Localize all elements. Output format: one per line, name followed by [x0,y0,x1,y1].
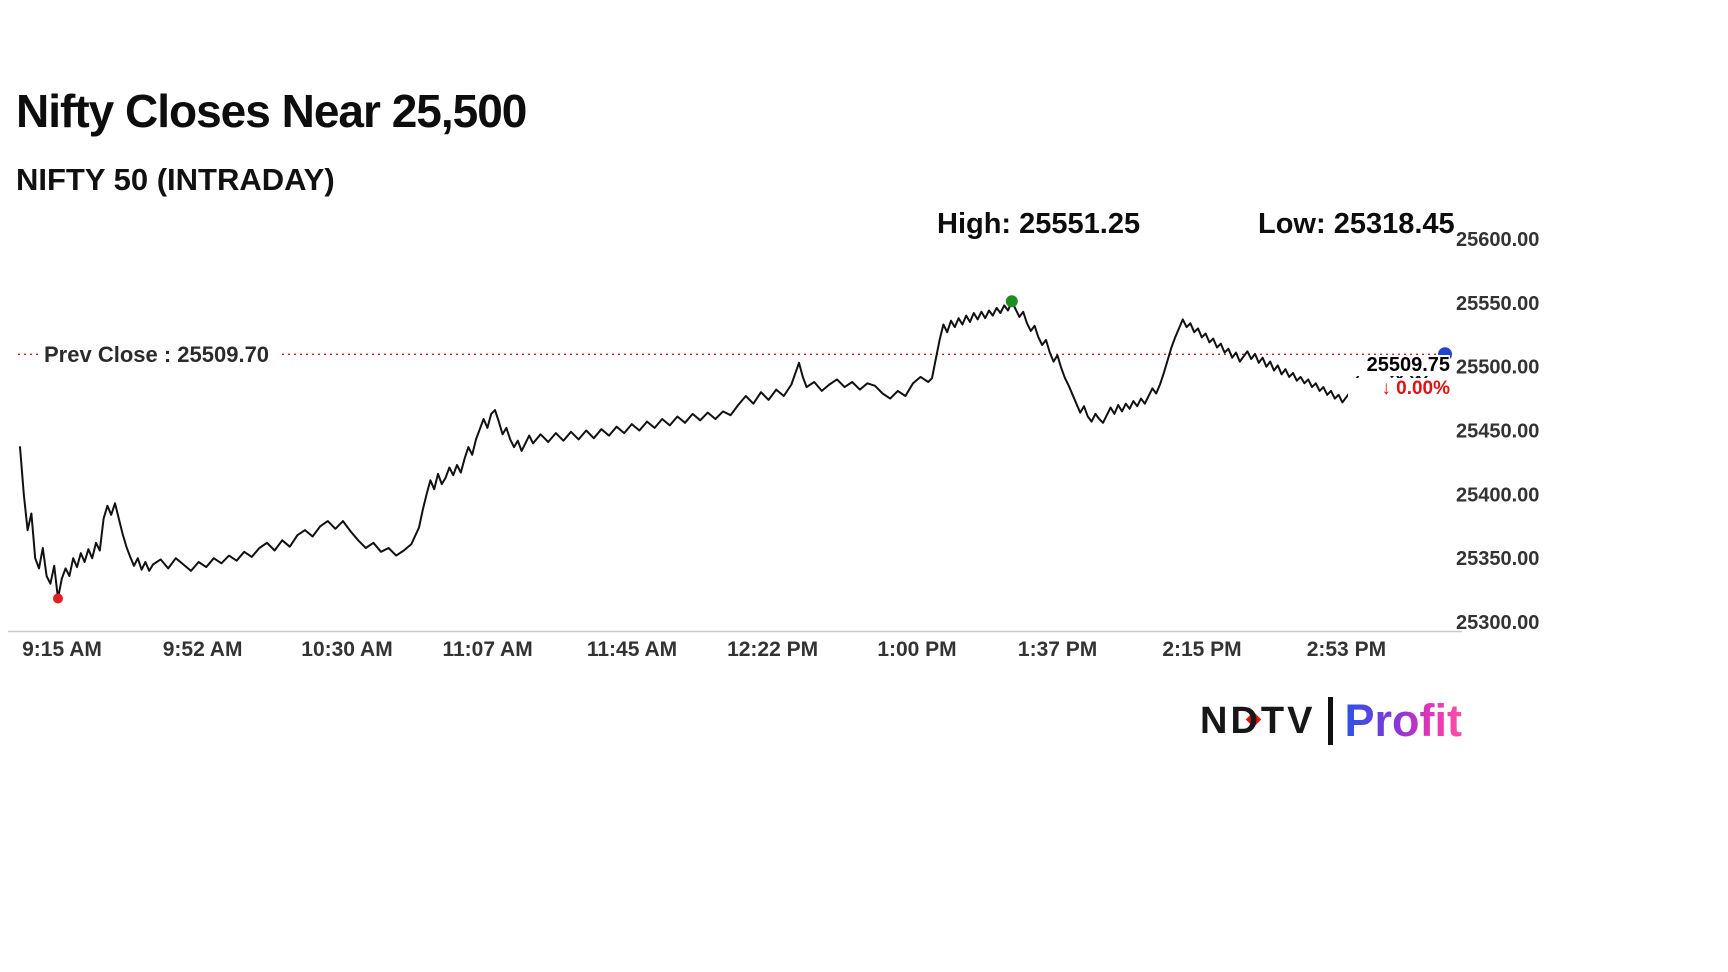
low-marker [53,593,63,604]
ndtv-text: NDTV [1200,700,1316,742]
x-tick-label: 10:30 AM [301,638,392,661]
high-value-label: High: 25551.25 [937,208,1141,240]
logo-divider [1328,697,1334,745]
y-tick-label: 25450.00 [1456,421,1539,443]
ndtv-wordmark: NDTV [1200,692,1315,750]
price-line [19,300,1446,600]
x-tick-label: 1:37 PM [1018,638,1097,661]
y-tick-label: 25400.00 [1456,484,1539,506]
last-trade-block: 25509.75 ↓ 0.00% [1348,355,1450,399]
high-marker [1005,295,1018,308]
price-chart: 25600.00 25550.00 25500.00 25450.00 25400.00… [8,229,1539,661]
x-tick-label: 9:52 AM [163,638,243,661]
x-tick-label: 1:00 PM [877,638,956,661]
x-tick-label: 11:45 AM [587,638,677,661]
chart-subtitle: NIFTY 50 (INTRADAY) [16,162,335,197]
x-tick-label: 2:15 PM [1162,638,1241,661]
prev-close-label: Prev Close : 25509.70 [40,340,280,369]
last-price: 25509.75 [1348,355,1450,376]
low-value-label: Low: 25318.45 [1258,208,1455,240]
x-tick-label: 12:22 PM [727,638,818,661]
page-title: Nifty Closes Near 25,500 [16,85,527,137]
ndtv-profit-logo: NDTV Profit [1200,692,1462,750]
profit-wordmark: Profit [1344,692,1462,750]
y-tick-label: 25600.00 [1456,229,1539,251]
x-tick-label: 2:53 PM [1307,638,1386,661]
y-tick-label: 25500.00 [1456,357,1539,379]
y-tick-label: 25550.00 [1456,293,1539,315]
x-tick-label: 11:07 AM [442,638,532,661]
last-change: ↓ 0.00% [1348,378,1450,399]
x-tick-label: 9:15 AM [22,638,102,661]
y-tick-label: 25300.00 [1456,612,1539,634]
y-tick-label: 25350.00 [1456,548,1539,570]
